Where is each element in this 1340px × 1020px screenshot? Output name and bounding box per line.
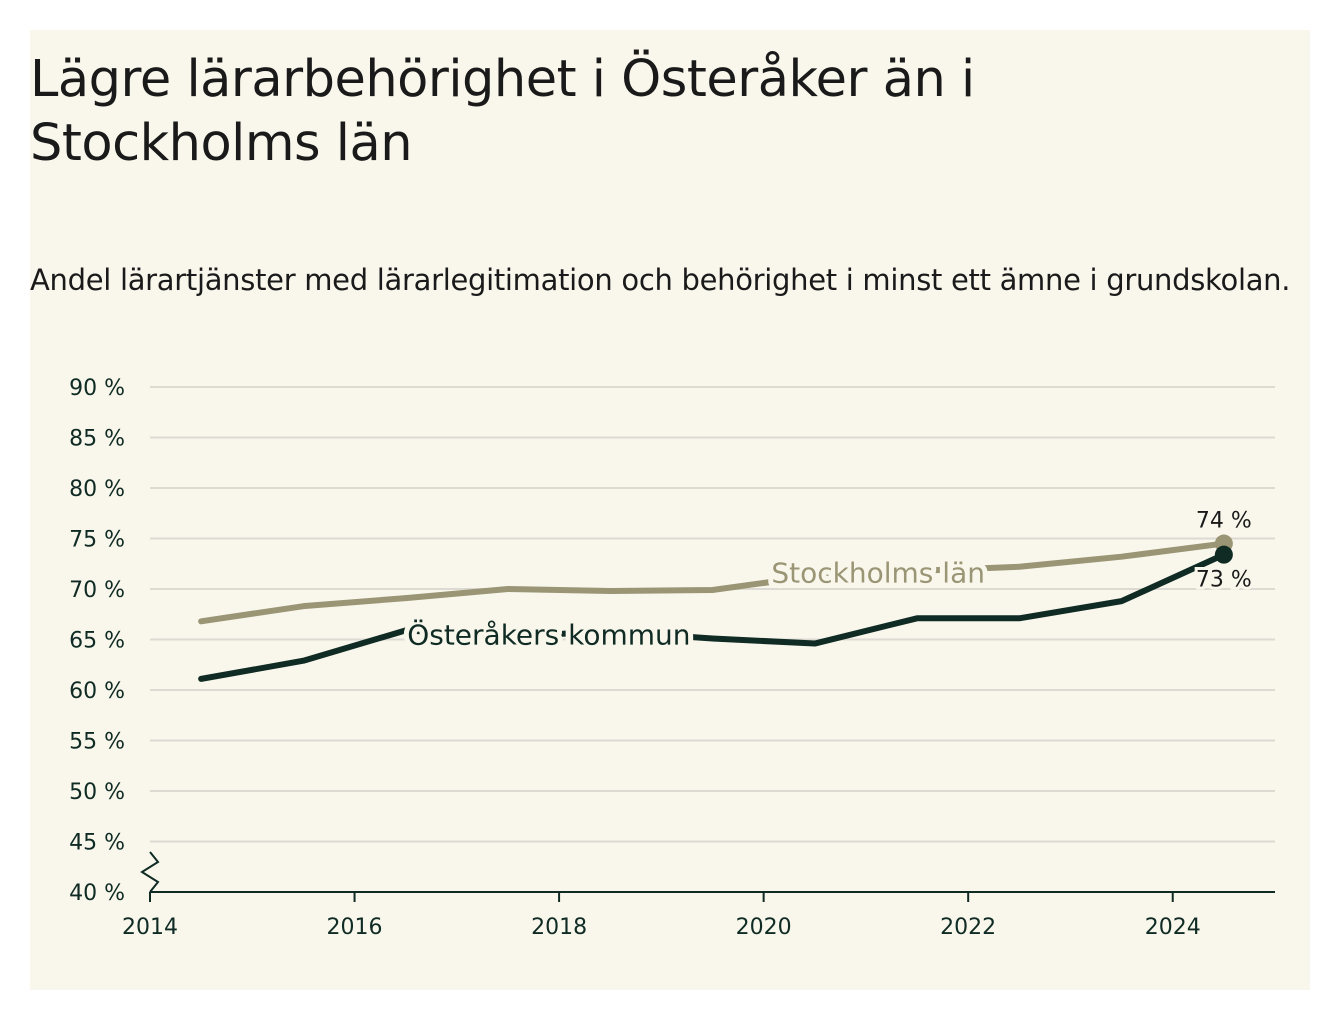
x-tick-label: 2022 [940,915,996,940]
y-tick-label: 45 % [69,831,125,856]
y-tick-label: 80 % [69,477,125,502]
series-label-0: Stockholms län [771,557,985,590]
x-tick-label: 2014 [122,915,178,940]
y-tick-label: 65 % [69,629,125,654]
y-tick-label: 90 % [69,376,125,401]
line-chart: 40 % 45 % 50 % 55 % 60 % 65 % 70 % 75 % 80 % 85 %… [69,376,1275,940]
y-tick-label: 50 % [69,780,125,805]
series-end-marker-1 [1214,545,1233,564]
y-tick-label: 85 % [69,427,125,452]
series-line-1 [198,551,1227,682]
x-tick-label: 2018 [531,915,587,940]
y-tick-label: 70 % [69,578,125,603]
y-tick-label: 55 % [69,730,125,755]
series-line-0 [198,540,1227,625]
y-tick-label: 40 % [69,881,125,906]
chart-title: Lägre lärarbehörighet i Österåker än i S… [30,50,975,173]
series-end-label-0: 74 % [1196,509,1252,534]
x-tick-label: 2020 [736,915,792,940]
chart-subtitle: Andel lärartjänster med lärarlegitimatio… [30,263,1291,297]
x-tick-label: 2016 [327,915,383,940]
series-label-1: Österåkers kommun [407,617,690,651]
y-tick-label: 60 % [69,679,125,704]
y-tick-label: 75 % [69,528,125,553]
axis-break-icon [140,851,160,893]
series-end-label-1: 73 % [1196,568,1252,593]
chart-card: Lägre lärarbehörighet i Österåker än i S… [30,30,1310,990]
x-tick-label: 2024 [1145,915,1201,940]
